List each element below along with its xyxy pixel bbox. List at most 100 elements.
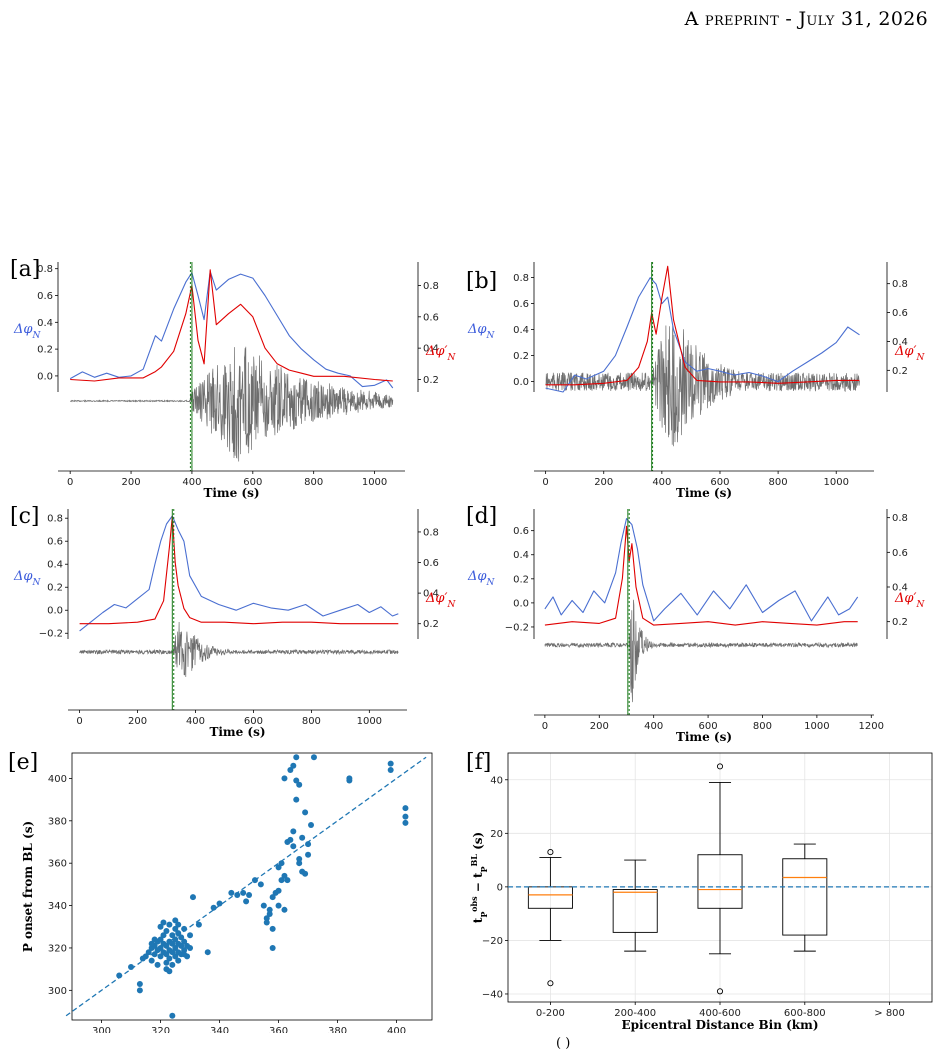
y-tick-label: −40: [482, 989, 503, 1000]
scatter-point: [145, 949, 152, 956]
x-tick-label: 200: [128, 716, 147, 727]
x-tick-label: 200: [590, 721, 609, 732]
scatter-point: [154, 961, 161, 968]
scatter-point: [260, 902, 267, 909]
scatter-point: [157, 923, 164, 930]
scatter-point: [169, 940, 176, 947]
y-tick-label: 300: [48, 986, 67, 997]
panel-tag: [e]: [8, 750, 38, 775]
figure-panel-a: [a] 0.0 0.2 0.4 0.6 0.8 ΔφN 0.2 0.4 0.6 0.8 Δφ′N 0 20…: [0, 250, 471, 500]
scatter-point: [204, 949, 211, 956]
red-series-line: [70, 269, 393, 382]
scatter-point: [166, 968, 173, 975]
scatter-point: [281, 906, 288, 913]
y-axis-label: P onset from BL (s): [21, 821, 35, 952]
left-axis-label: ΔφN: [13, 569, 42, 588]
x-tick-label: 600-800: [784, 1008, 826, 1019]
scatter-point: [178, 934, 185, 941]
scatter-point: [228, 889, 235, 896]
x-tick-label: 800: [304, 477, 323, 488]
scatter-point: [266, 911, 273, 918]
left-tick-label: 0.8: [37, 264, 53, 275]
x-tick-label: 1000: [804, 721, 829, 732]
panel-tag: [b]: [466, 269, 497, 294]
x-tick-label: 600: [710, 477, 729, 488]
y-tick-label: 400: [48, 774, 67, 785]
right-tick-label: 0.4: [892, 583, 908, 594]
right-axis-label: Δφ′N: [425, 344, 456, 363]
y-tick-label: 20: [490, 829, 503, 840]
scatter-point: [402, 805, 409, 812]
scatter-point: [163, 951, 170, 958]
left-tick-label: 0.2: [37, 345, 53, 356]
left-tick-label: 0.2: [47, 583, 63, 594]
scatter-point: [157, 953, 164, 960]
x-tick-label: 0-200: [536, 1008, 565, 1019]
scatter-point: [263, 915, 270, 922]
scatter-point: [243, 898, 250, 905]
figure-panel-e: [e]300320340360380400300320340360380400O…: [0, 743, 455, 1033]
left-tick-label: −0.2: [39, 629, 63, 640]
x-tick-label: 400: [182, 477, 201, 488]
blue-series-line: [69, 270, 394, 389]
scatter-point: [172, 953, 179, 960]
scatter-point: [172, 917, 179, 924]
figure-panel-b: [b] 0.0 0.2 0.4 0.6 0.8 ΔφN 0.2 0.4 0.6 0.8 Δφ′N 0 20…: [462, 250, 942, 500]
x-axis-label: Epicentral Distance Bin (km): [622, 1018, 819, 1032]
figure-panel-f: [f] −40 −20 0 20 40 0-200 200-400 400-600 600-800…: [462, 743, 942, 1033]
scatter-point: [296, 860, 303, 867]
left-tick-label: 0.0: [513, 598, 529, 609]
page-footer: ( ): [556, 1036, 571, 1051]
panel-c-chart: [c] −0.2 0.0 0.2 0.4 0.6 0.8 ΔφN 0.2 0.4 0.6 0.8 Δφ′…: [10, 504, 456, 739]
panel-a-chart: [a] 0.0 0.2 0.4 0.6 0.8 ΔφN 0.2 0.4 0.6 0.8 Δφ′N 0 20…: [10, 257, 456, 500]
x-tick-label: 300: [92, 1026, 111, 1033]
left-tick-label: 0.8: [47, 514, 63, 525]
left-tick-label: 0.4: [513, 325, 529, 336]
scatter-point: [346, 775, 353, 782]
scatter-point: [290, 828, 297, 835]
x-axis-label: Time (s): [676, 730, 732, 744]
scatter-point: [257, 881, 264, 888]
figure-panel-d: [d] −0.2 0.0 0.2 0.4 0.6 ΔφN 0.2 0.4 0.6 0.8 Δφ′N 0 2…: [462, 497, 942, 747]
y-tick-label: 340: [48, 901, 67, 912]
scatter-point: [169, 961, 176, 968]
panel-e-chart: [e]300320340360380400300320340360380400O…: [8, 750, 433, 1033]
right-tick-label: 0.4: [423, 589, 439, 600]
left-tick-label: 0.0: [513, 377, 529, 388]
x-tick-label: 400: [644, 721, 663, 732]
scatter-point: [181, 938, 188, 945]
scatter-point: [302, 870, 309, 877]
scatter-point: [216, 900, 223, 907]
scatter-point: [166, 921, 173, 928]
scatter-point: [287, 766, 294, 773]
scatter-point: [293, 777, 300, 784]
scatter-point: [189, 894, 196, 901]
running-header: A preprint - July 31, 2026: [685, 8, 928, 30]
header-separator: -: [785, 8, 799, 30]
scatter-point: [148, 957, 155, 964]
panel-tag: [c]: [10, 504, 40, 529]
left-tick-label: 0.6: [37, 291, 53, 302]
x-tick-label: 800: [302, 716, 321, 727]
x-axis-label: Time (s): [676, 486, 732, 500]
blue-series-line: [544, 518, 859, 622]
x-tick-label: 200-400: [614, 1008, 656, 1019]
x-axis-label: Time (s): [209, 725, 265, 739]
x-tick-label: 200: [122, 477, 141, 488]
scatter-point: [293, 796, 300, 803]
right-tick-label: 0.2: [423, 375, 439, 386]
left-tick-label: 0.4: [37, 318, 53, 329]
y-tick-label: 360: [48, 859, 67, 870]
left-tick-label: 0.8: [513, 273, 529, 284]
red-series-line: [79, 516, 399, 625]
scatter-point: [178, 942, 185, 949]
seismic-waveform: [79, 621, 399, 678]
left-tick-label: 0.2: [513, 351, 529, 362]
x-tick-label: 800: [769, 477, 788, 488]
figure-panel-c: [c] −0.2 0.0 0.2 0.4 0.6 0.8 ΔφN 0.2 0.4 0.6 0.8 Δφ′…: [0, 497, 471, 747]
scatter-point: [284, 877, 291, 884]
left-axis-label: ΔφN: [467, 322, 496, 341]
box: [782, 858, 828, 936]
scatter-point: [269, 944, 276, 951]
scatter-point: [308, 822, 315, 829]
